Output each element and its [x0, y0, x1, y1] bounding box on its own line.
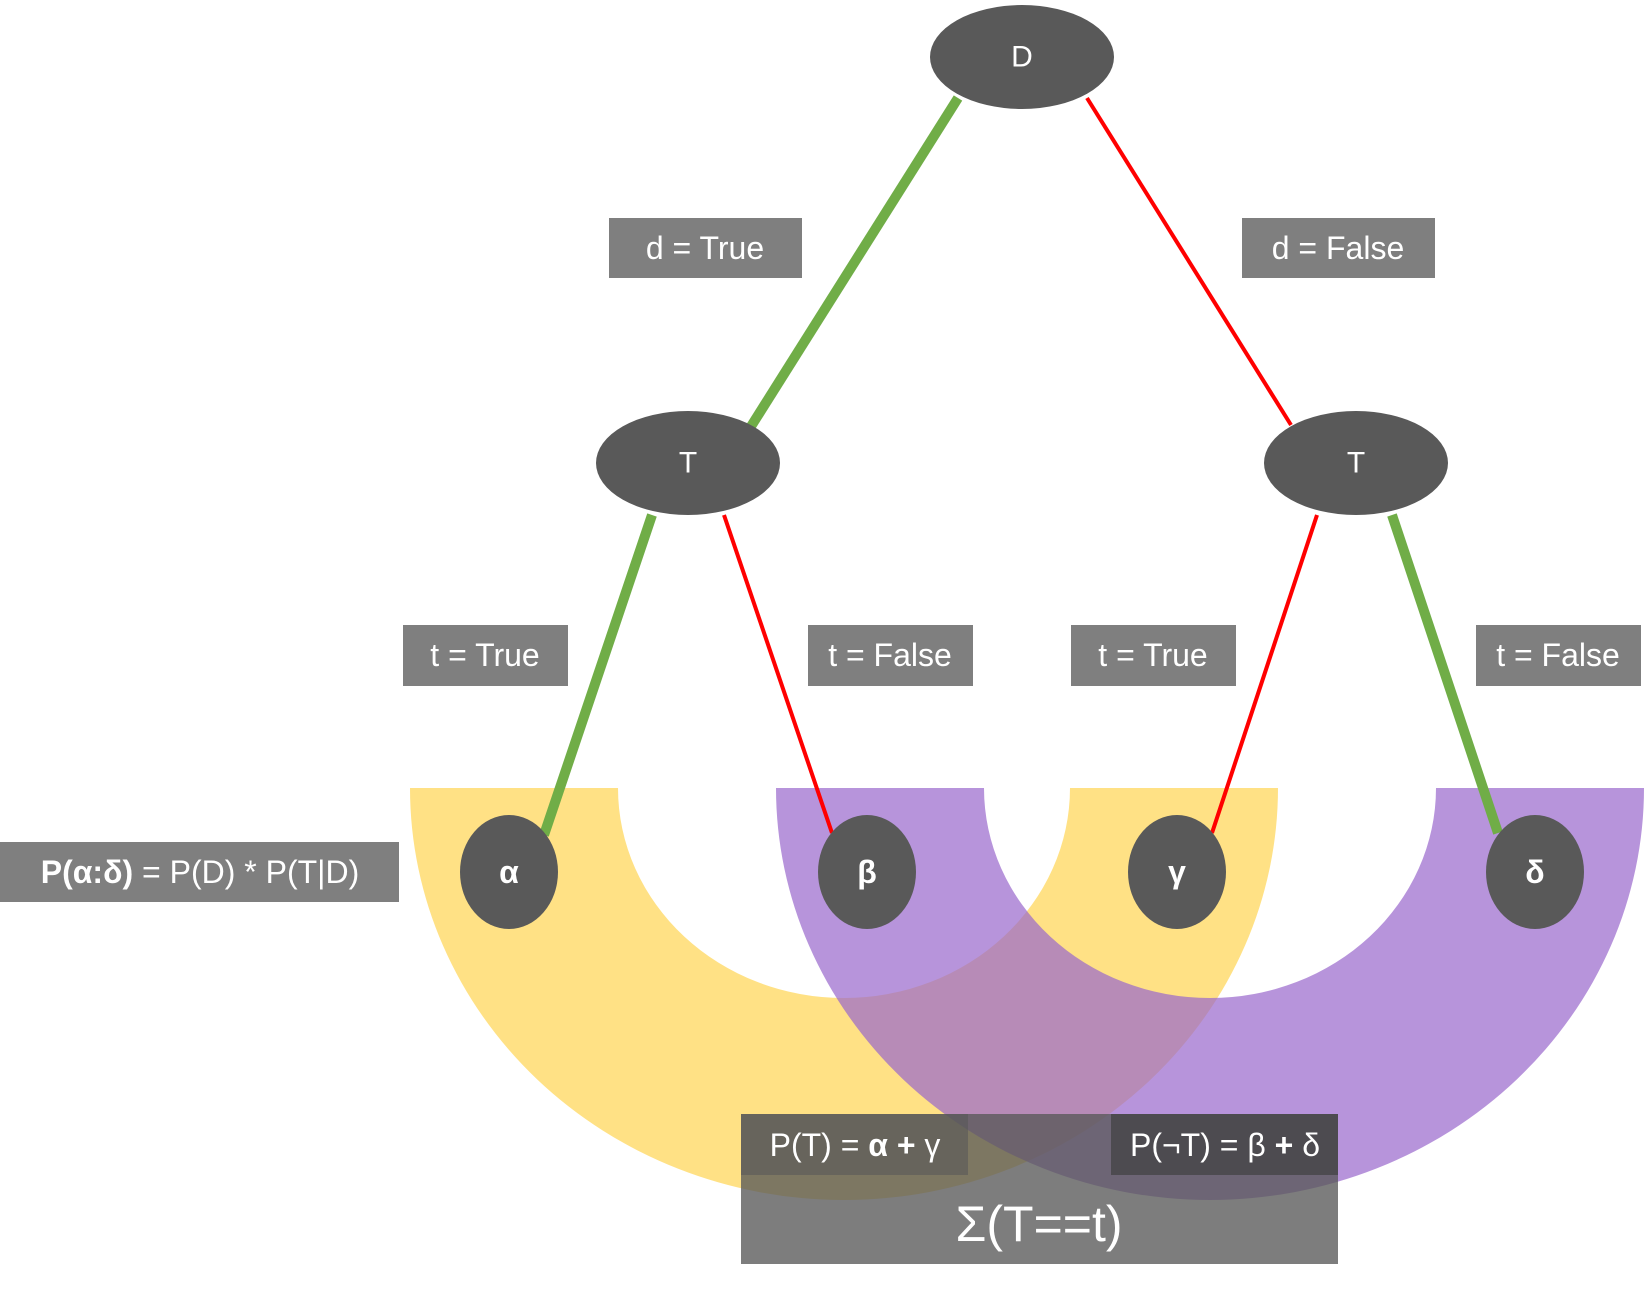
formula-sum-text: Σ(T==t) [955, 1196, 1122, 1252]
formula-p-not-t-plus: + [1266, 1127, 1302, 1163]
formula-p-t-prefix: P(T) = [770, 1127, 869, 1163]
label-d-true: d = True [609, 218, 802, 278]
node-left-t: T [596, 411, 780, 515]
edge-d-false [1085, 96, 1293, 427]
label-t-false-left: t = False [808, 625, 973, 686]
formula-joint-text: P(α:δ) = P(D) * P(T|D) [41, 854, 359, 890]
label-t-false-left-text: t = False [828, 637, 952, 673]
formula-p-not-t: P(¬T) = β + δ [1111, 1114, 1338, 1175]
edge-left-t-false [722, 514, 834, 834]
node-right-t: T [1264, 411, 1448, 515]
formula-p-t-alpha: α [868, 1127, 888, 1163]
node-beta-label: β [857, 854, 877, 890]
label-t-true-left-text: t = True [430, 637, 539, 673]
label-t-true-right: t = True [1071, 625, 1236, 686]
node-gamma-label: γ [1168, 854, 1186, 890]
node-delta: δ [1486, 815, 1584, 929]
purple-band-beta-delta [776, 788, 1644, 1200]
label-d-false: d = False [1242, 218, 1435, 278]
label-t-true-right-text: t = True [1098, 637, 1207, 673]
label-t-true-left: t = True [403, 625, 568, 686]
formula-joint: P(α:δ) = P(D) * P(T|D) [0, 842, 399, 902]
formula-joint-rest: = P(D) * P(T|D) [133, 854, 359, 890]
node-delta-label: δ [1525, 854, 1544, 890]
edge-d-true [745, 95, 963, 431]
node-root: D [930, 5, 1114, 109]
formula-joint-bold: P(α:δ) [41, 854, 133, 890]
formula-p-t-gamma: γ [924, 1127, 940, 1163]
formula-p-t: P(T) = α + γ [741, 1114, 968, 1175]
node-alpha-label: α [499, 854, 519, 890]
edge-right-t-false [1387, 513, 1503, 835]
label-t-false-right-text: t = False [1496, 637, 1620, 673]
node-right-t-label: T [1347, 447, 1365, 480]
label-d-false-text: d = False [1272, 230, 1405, 266]
label-d-true-text: d = True [646, 230, 764, 266]
node-gamma: γ [1128, 815, 1226, 929]
node-alpha: α [460, 815, 558, 929]
node-beta: β [818, 815, 916, 929]
formula-p-not-t-beta: β [1247, 1127, 1265, 1163]
label-t-false-right: t = False [1476, 625, 1641, 686]
formula-p-not-t-prefix: P(¬T) = [1130, 1127, 1247, 1163]
edge-right-t-true [1210, 514, 1319, 834]
formula-p-t-plus: + [888, 1127, 924, 1163]
node-left-t-label: T [679, 447, 697, 480]
edge-left-t-true [539, 513, 657, 837]
formula-p-not-t-delta: δ [1302, 1127, 1320, 1163]
formula-p-t-text: P(T) = α + γ [770, 1127, 941, 1163]
node-root-label: D [1011, 41, 1033, 74]
formula-p-not-t-text: P(¬T) = β + δ [1130, 1127, 1320, 1163]
